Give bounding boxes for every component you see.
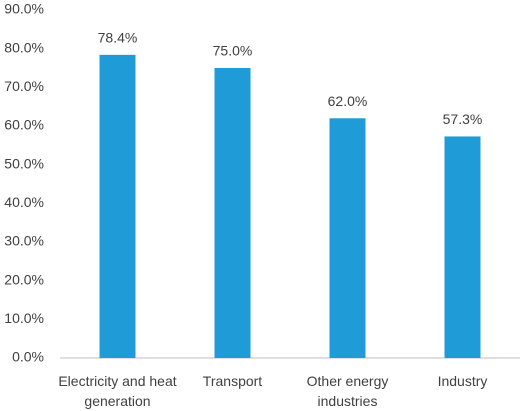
- y-tick-label: 70.0%: [4, 78, 44, 94]
- bar: [99, 54, 136, 358]
- bar: [444, 136, 481, 358]
- y-tick-label: 50.0%: [4, 155, 44, 171]
- y-tick-label: 90.0%: [4, 1, 44, 17]
- y-tick-label: 0.0%: [12, 349, 44, 365]
- y-tick-label: 10.0%: [4, 310, 44, 326]
- value-label: 75.0%: [213, 43, 253, 59]
- value-label: 62.0%: [328, 93, 368, 109]
- x-tick-label: Transport: [202, 373, 263, 389]
- x-tick-label: Electricity and heat generation: [58, 373, 177, 409]
- x-tick-label: Other energy industries: [306, 373, 389, 409]
- value-label: 78.4%: [98, 30, 138, 46]
- y-tick-label: 40.0%: [4, 194, 44, 210]
- bar: [214, 68, 251, 358]
- x-tick-label: Industry: [437, 373, 488, 389]
- y-tick-label: 20.0%: [4, 271, 44, 287]
- y-tick-label: 80.0%: [4, 39, 44, 55]
- y-tick-label: 30.0%: [4, 233, 44, 249]
- value-label: 57.3%: [443, 111, 483, 127]
- y-tick-label: 60.0%: [4, 117, 44, 133]
- bar: [329, 118, 366, 359]
